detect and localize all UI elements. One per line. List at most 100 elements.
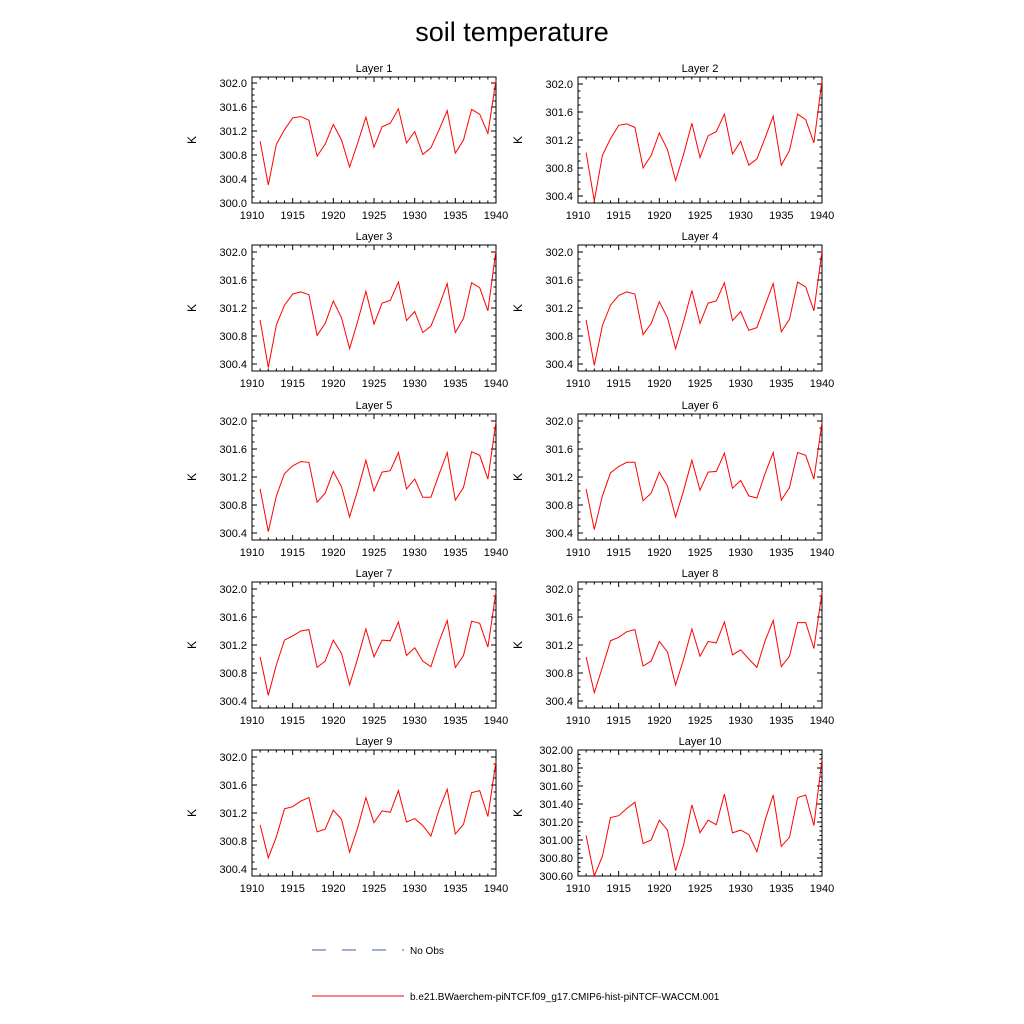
x-tick-label: 1935 [443, 715, 467, 727]
y-tick-label: 300.4 [545, 696, 573, 708]
plot-frame [577, 581, 823, 709]
y-axis-label: K [185, 809, 199, 817]
y-tick-label: 300.8 [219, 331, 247, 343]
x-tick-label: 1925 [688, 715, 712, 727]
y-tick-label: 300.8 [545, 331, 573, 343]
plot-frame [251, 749, 497, 877]
legend: No Obs b.e21.BWaerchem-piNTCF.f09_g17.CM… [312, 946, 720, 1003]
x-tick-label: 1930 [402, 547, 426, 559]
x-tick-label: 1940 [484, 547, 508, 559]
x-tick-label: 1910 [240, 715, 264, 727]
y-tick-label: 301.6 [545, 612, 573, 624]
y-tick-label: 302.0 [219, 416, 247, 428]
y-tick-label: 301.2 [219, 472, 247, 484]
x-tick-label: 1910 [566, 547, 590, 559]
panel-title: Layer 2 [682, 63, 719, 75]
x-tick-label: 1910 [566, 883, 590, 895]
series-line [259, 249, 497, 368]
x-tick-label: 1940 [810, 210, 834, 222]
chart-panel-1: Layer 1 K 1910 1915 1920 1925 1930 1935 1940 300.… [185, 63, 508, 222]
y-tick-label: 301.6 [219, 444, 247, 456]
x-tick-label: 1935 [769, 715, 793, 727]
chart-panel-3: Layer 3 K 1910 1915 1920 1925 1930 1935 1940 300.… [185, 231, 508, 390]
legend-no-obs-label: No Obs [410, 946, 444, 957]
chart-panel-10: Layer 10 K 1910 1915 1920 1925 1930 1935 1940 300… [511, 736, 834, 895]
y-axis-label: K [511, 473, 525, 481]
x-tick-label: 1920 [321, 715, 345, 727]
x-tick-label: 1930 [402, 378, 426, 390]
y-axis-label: K [185, 473, 199, 481]
x-tick-label: 1930 [728, 547, 752, 559]
y-axis-label: K [185, 136, 199, 144]
y-tick-label: 300.8 [219, 836, 247, 848]
y-tick-label: 302.0 [545, 247, 573, 259]
y-axis-label: K [511, 136, 525, 144]
plot-frame [251, 244, 497, 372]
y-tick-label: 301.2 [219, 303, 247, 315]
y-tick-label: 300.4 [219, 528, 247, 540]
panel-title: Layer 6 [682, 400, 719, 412]
y-tick-label: 301.6 [545, 107, 573, 119]
plot-frame [251, 581, 497, 709]
y-tick-label: 301.2 [219, 126, 247, 138]
y-tick-label: 301.2 [545, 640, 573, 652]
y-tick-label: 302.0 [545, 79, 573, 91]
x-tick-label: 1930 [402, 715, 426, 727]
panel-title: Layer 5 [356, 400, 393, 412]
chart-panel-9: Layer 9 K 1910 1915 1920 1925 1930 1935 1940 300.… [185, 736, 508, 895]
y-tick-label: 300.8 [545, 163, 573, 175]
y-tick-label: 301.20 [539, 817, 573, 829]
x-tick-label: 1915 [606, 378, 630, 390]
x-tick-label: 1920 [321, 378, 345, 390]
panel-title: Layer 9 [356, 736, 393, 748]
x-tick-label: 1930 [728, 715, 752, 727]
y-tick-label: 300.8 [545, 500, 573, 512]
x-tick-label: 1915 [280, 378, 304, 390]
x-tick-label: 1910 [566, 715, 590, 727]
y-tick-label: 300.4 [545, 191, 573, 203]
y-axis-label: K [511, 641, 525, 649]
chart-panel-2: Layer 2 K 1910 1915 1920 1925 1930 1935 1940 300.… [511, 63, 834, 222]
x-tick-label: 1940 [810, 547, 834, 559]
plot-frame [577, 749, 823, 877]
x-tick-label: 1940 [484, 715, 508, 727]
series-line [585, 80, 823, 201]
x-tick-label: 1925 [688, 883, 712, 895]
x-tick-label: 1930 [402, 210, 426, 222]
y-tick-label: 301.6 [219, 780, 247, 792]
x-tick-label: 1935 [443, 378, 467, 390]
y-axis-label: K [511, 809, 525, 817]
x-tick-label: 1920 [647, 715, 671, 727]
x-tick-label: 1925 [362, 715, 386, 727]
x-tick-label: 1940 [810, 378, 834, 390]
plot-frame [251, 413, 497, 541]
y-tick-label: 301.2 [545, 303, 573, 315]
x-tick-label: 1925 [362, 210, 386, 222]
x-tick-label: 1910 [566, 210, 590, 222]
y-tick-label: 301.00 [539, 835, 573, 847]
series-line [585, 758, 823, 878]
x-tick-label: 1940 [484, 210, 508, 222]
panel-title: Layer 3 [356, 231, 393, 243]
y-tick-label: 300.8 [219, 500, 247, 512]
x-tick-label: 1920 [321, 210, 345, 222]
x-tick-label: 1915 [280, 210, 304, 222]
x-tick-label: 1935 [769, 547, 793, 559]
x-tick-label: 1930 [728, 378, 752, 390]
x-tick-label: 1925 [362, 378, 386, 390]
x-tick-label: 1915 [280, 883, 304, 895]
y-tick-label: 301.6 [219, 275, 247, 287]
y-tick-label: 301.6 [219, 612, 247, 624]
y-axis-label: K [185, 641, 199, 649]
y-tick-label: 300.8 [219, 150, 247, 162]
x-tick-label: 1920 [647, 883, 671, 895]
y-tick-label: 301.60 [539, 781, 573, 793]
y-tick-label: 301.6 [545, 444, 573, 456]
x-tick-label: 1930 [402, 883, 426, 895]
y-tick-label: 300.60 [539, 871, 573, 883]
y-tick-label: 300.4 [545, 528, 573, 540]
y-tick-label: 301.2 [545, 472, 573, 484]
series-line [259, 421, 497, 532]
panel-title: Layer 4 [682, 231, 719, 243]
x-tick-label: 1915 [606, 715, 630, 727]
